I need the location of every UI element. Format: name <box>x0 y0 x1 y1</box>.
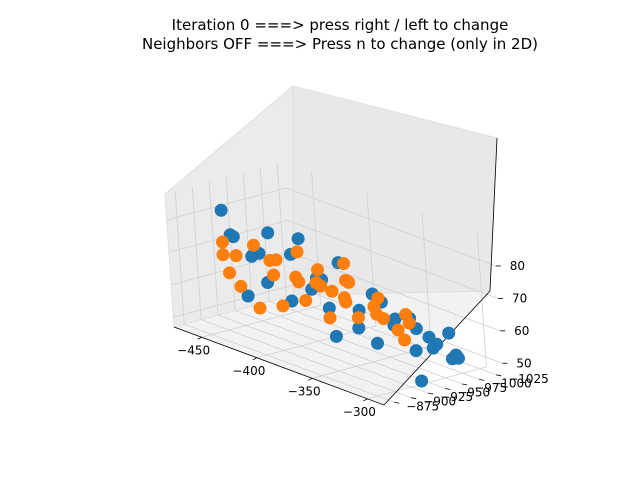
chart-title-line-2: Neighbors OFF ===> Press n to change (on… <box>141 35 539 53</box>
scatter-point-series-1 <box>371 336 384 350</box>
scatter-point-series-1 <box>291 232 305 246</box>
scatter-point-series-2 <box>290 245 304 259</box>
y-tick-label: −950 <box>457 386 490 400</box>
y-grid-floor <box>201 319 412 399</box>
z-tick-label: 80 <box>510 259 525 273</box>
left-pane <box>164 84 294 328</box>
z-grid-left <box>166 187 286 221</box>
scatter-point-series-2 <box>299 294 313 307</box>
scatter-point-series-2 <box>370 307 384 321</box>
y-grid-left <box>225 177 236 311</box>
x-grid-back <box>477 233 487 367</box>
x-tick-label: −400 <box>232 364 265 378</box>
scatter-point-series-2 <box>216 235 229 249</box>
scatter-point-series-1 <box>261 226 275 240</box>
y-tick-label: −900 <box>423 395 456 409</box>
scatter-point-series-2 <box>223 266 237 280</box>
scatter-point-series-2 <box>216 248 230 262</box>
y-grid-left <box>208 182 219 316</box>
z-grid-left <box>173 284 293 318</box>
scatter-point-series-2 <box>247 238 260 252</box>
z-tick-label: 70 <box>512 291 527 305</box>
scatter-point-series-2 <box>371 291 385 305</box>
y-grid-left <box>242 172 253 306</box>
y-tick <box>394 401 400 404</box>
y-tick-label: −1025 <box>508 372 549 386</box>
y-tick <box>445 388 451 390</box>
x-grid-back <box>421 213 432 347</box>
y-tick <box>462 383 468 386</box>
scatter-point-series-2 <box>292 275 306 289</box>
scatter-point-series-1 <box>426 341 440 355</box>
z-grid-back <box>287 220 499 299</box>
scatter-point-series-2 <box>341 274 354 288</box>
scatter-point-series-2 <box>399 308 413 321</box>
scatter-point-series-2 <box>229 249 243 263</box>
scatter-point-series-1 <box>241 289 255 303</box>
scatter-point-series-2 <box>253 301 267 315</box>
x-tick-label: −350 <box>288 384 321 398</box>
scatter-point-series-1 <box>245 249 259 263</box>
x-tick-label: −300 <box>343 405 376 419</box>
scatter-point-series-2 <box>325 284 339 298</box>
x-tick <box>363 398 368 402</box>
scatter-point-series-1 <box>226 230 240 244</box>
scatter-point-series-2 <box>323 311 337 325</box>
scatter-point-series-2 <box>337 291 351 305</box>
y-tick <box>479 379 485 381</box>
x-tick-label: −450 <box>177 343 210 357</box>
y-tick-label: −1000 <box>491 376 532 390</box>
scatter-point-series-2 <box>276 299 290 313</box>
y-tick <box>411 397 417 400</box>
y-grid-left <box>276 163 287 297</box>
x-axis-line <box>173 326 385 406</box>
scatter-point-series-2 <box>311 263 324 277</box>
scatter-point-series-2 <box>337 257 351 270</box>
back-pane <box>292 85 498 296</box>
y-grid-floor <box>235 310 446 389</box>
x-tick <box>252 357 258 361</box>
scatter-point-series-2 <box>309 276 323 290</box>
scatter-point-series-2 <box>391 323 405 337</box>
y-tick-label: −975 <box>474 381 507 395</box>
scatter-point-series-1 <box>415 374 429 388</box>
scatter-point-series-2 <box>234 279 248 293</box>
x-tick <box>307 377 313 381</box>
scatter-point-series-2 <box>398 333 412 347</box>
scatter-point-series-1 <box>445 352 459 366</box>
x-tick <box>197 336 202 340</box>
scatter-point-series-1 <box>329 329 343 343</box>
y-grid-floor <box>218 314 429 394</box>
scatter-point-series-1 <box>214 203 228 217</box>
y-tick-label: −925 <box>440 390 473 404</box>
scatter-point-series-2 <box>263 253 277 267</box>
scatter-point-series-1 <box>409 344 423 358</box>
y-tick <box>428 392 434 395</box>
y-tick-label: −875 <box>406 399 439 413</box>
x-grid-floor <box>201 304 321 338</box>
y-tick <box>496 374 502 377</box>
y-grid-floor <box>184 323 395 403</box>
scatter-point-series-2 <box>351 311 365 325</box>
z-axis-line <box>489 137 498 292</box>
chart-title-line-1: Iteration 0 ===> press right / left to c… <box>171 16 509 34</box>
y-grid-left <box>191 186 202 320</box>
scatter-point-series-2 <box>267 268 281 282</box>
z-tick-label: 50 <box>516 356 531 370</box>
scatter-point-series-1 <box>442 326 456 340</box>
y-grid-floor <box>252 305 463 385</box>
z-grid-back <box>285 187 496 267</box>
z-tick-label: 60 <box>514 324 529 338</box>
y-grid-left <box>174 191 185 325</box>
